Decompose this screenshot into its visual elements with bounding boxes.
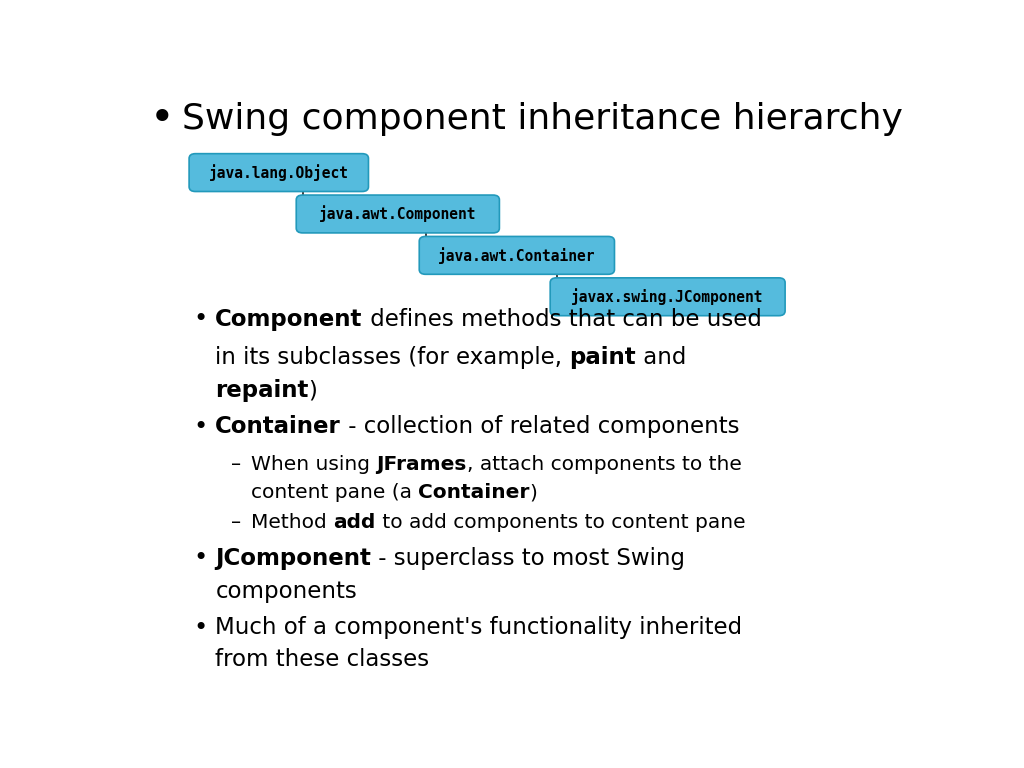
Text: Container: Container — [215, 415, 341, 439]
Text: - collection of related components: - collection of related components — [341, 415, 739, 439]
Text: Component: Component — [215, 308, 362, 331]
Text: •: • — [194, 307, 207, 331]
Text: components: components — [215, 580, 357, 603]
Text: repaint: repaint — [215, 379, 308, 402]
Text: Container: Container — [419, 483, 529, 502]
Text: •: • — [194, 546, 207, 570]
Text: java.lang.Object: java.lang.Object — [209, 164, 349, 181]
Text: Swing component inheritance hierarchy: Swing component inheritance hierarchy — [182, 102, 903, 136]
Text: –: – — [231, 455, 242, 474]
Text: content pane (a: content pane (a — [251, 483, 419, 502]
Text: to add components to content pane: to add components to content pane — [376, 512, 745, 531]
Text: •: • — [194, 415, 207, 439]
Text: java.awt.Component: java.awt.Component — [319, 206, 476, 223]
Text: defines methods that can be used: defines methods that can be used — [362, 308, 762, 331]
Text: in its subclasses (for example,: in its subclasses (for example, — [215, 346, 569, 369]
FancyBboxPatch shape — [419, 237, 614, 274]
Text: Method: Method — [251, 512, 333, 531]
Text: - superclass to most Swing: - superclass to most Swing — [371, 547, 685, 570]
Text: When using: When using — [251, 455, 377, 474]
Text: ): ) — [529, 483, 538, 502]
Text: •: • — [194, 616, 207, 640]
Text: from these classes: from these classes — [215, 648, 429, 671]
Text: javax.swing.JComponent: javax.swing.JComponent — [571, 288, 764, 305]
Text: –: – — [231, 512, 242, 531]
Text: paint: paint — [569, 346, 636, 369]
FancyBboxPatch shape — [550, 278, 785, 316]
Text: add: add — [333, 512, 376, 531]
FancyBboxPatch shape — [296, 195, 500, 233]
FancyBboxPatch shape — [189, 154, 369, 191]
Text: and: and — [636, 346, 686, 369]
Text: ): ) — [308, 379, 317, 402]
Text: Much of a component's functionality inherited: Much of a component's functionality inhe… — [215, 617, 742, 640]
Text: JFrames: JFrames — [377, 455, 467, 474]
Text: •: • — [151, 98, 175, 140]
Text: JComponent: JComponent — [215, 547, 371, 570]
Text: , attach components to the: , attach components to the — [467, 455, 741, 474]
Text: java.awt.Container: java.awt.Container — [438, 247, 596, 263]
